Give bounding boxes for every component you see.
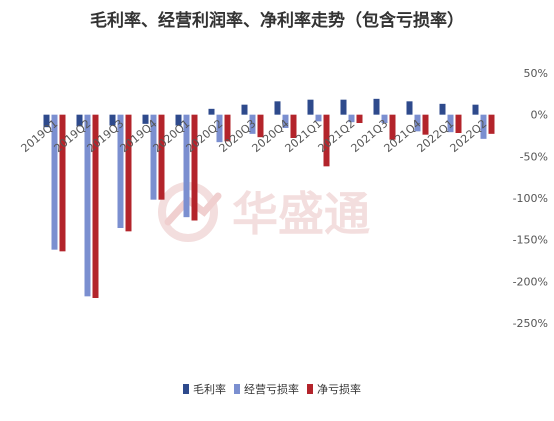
bar-3-2020q2 xyxy=(224,114,231,142)
y-tick-label: 0% xyxy=(531,109,548,122)
bar-3-2020q4 xyxy=(290,114,297,138)
y-tick-label: -200% xyxy=(513,275,548,288)
bar-2-2019q4 xyxy=(150,114,157,200)
bar-1-2022q2 xyxy=(472,104,479,115)
bar-2-2021q3 xyxy=(381,114,388,123)
bar-3-2022q2 xyxy=(488,114,495,134)
bar-2-2020q2 xyxy=(216,114,223,143)
bar-1-2021q2 xyxy=(340,99,347,115)
y-tick-label: 50% xyxy=(524,67,548,80)
bar-2-2020q4 xyxy=(282,114,289,128)
bar-3-2020q1 xyxy=(191,114,198,221)
bar-2-2022q2 xyxy=(480,114,487,139)
bar-3-2019q1 xyxy=(59,114,66,252)
legend-label: 净亏损率 xyxy=(317,382,361,396)
bar-2-2021q4 xyxy=(414,114,421,132)
bar-1-2019q1 xyxy=(43,114,50,128)
bar-2-2020q3 xyxy=(249,114,256,134)
y-tick-label: -150% xyxy=(513,234,548,247)
bar-3-2019q2 xyxy=(92,114,99,298)
bar-3-2022q1 xyxy=(455,114,462,133)
bar-3-2021q4 xyxy=(422,114,429,135)
legend-swatch xyxy=(183,384,189,394)
bar-3-2021q2 xyxy=(356,114,363,123)
bar-2-2022q1 xyxy=(447,114,454,133)
bar-1-2019q3 xyxy=(109,114,116,126)
bar-1-2019q4 xyxy=(142,114,149,124)
legend-label: 经营亏损率 xyxy=(244,382,299,396)
watermark-text: 华盛通 xyxy=(232,187,370,241)
bar-3-2019q3 xyxy=(125,114,132,232)
bar-1-2020q4 xyxy=(274,101,281,115)
bars-layer xyxy=(43,98,495,298)
bar-1-2020q1 xyxy=(175,114,182,126)
bar-1-2021q1 xyxy=(307,99,314,115)
bar-2-2021q1 xyxy=(315,114,322,122)
watermark-logo-icon xyxy=(158,182,222,242)
legend-swatch xyxy=(307,384,313,394)
bar-1-2020q3 xyxy=(241,104,248,115)
bar-3-2021q1 xyxy=(323,114,330,167)
y-axis-ticks: 50% 0% -50% -100% -150% -200% -250% xyxy=(513,67,548,330)
legend-label: 毛利率 xyxy=(193,382,226,396)
bar-1-2021q4 xyxy=(406,101,413,115)
bar-2-2019q2 xyxy=(84,114,91,297)
legend-swatch xyxy=(234,384,240,394)
chart-title: 毛利率、经营利润率、净利率走势（包含亏损率） xyxy=(90,10,464,31)
bar-1-2021q3 xyxy=(373,98,380,115)
y-tick-label: -100% xyxy=(513,192,548,205)
bar-1-2020q2 xyxy=(208,108,215,115)
bar-3-2020q3 xyxy=(257,114,264,138)
bar-3-2021q3 xyxy=(389,114,396,140)
bar-2-2019q1 xyxy=(51,114,58,250)
y-tick-label: -250% xyxy=(513,317,548,330)
bar-2-2019q3 xyxy=(117,114,124,228)
watermark: 华盛通 xyxy=(158,182,370,242)
bar-1-2022q1 xyxy=(439,103,446,115)
bar-2-2021q2 xyxy=(348,114,355,123)
y-tick-label: -50% xyxy=(520,150,548,163)
bar-2-2020q1 xyxy=(183,114,190,218)
bar-3-2019q4 xyxy=(158,114,165,200)
legend: 毛利率 经营亏损率 净亏损率 xyxy=(183,382,361,396)
bar-1-2019q2 xyxy=(76,114,83,127)
